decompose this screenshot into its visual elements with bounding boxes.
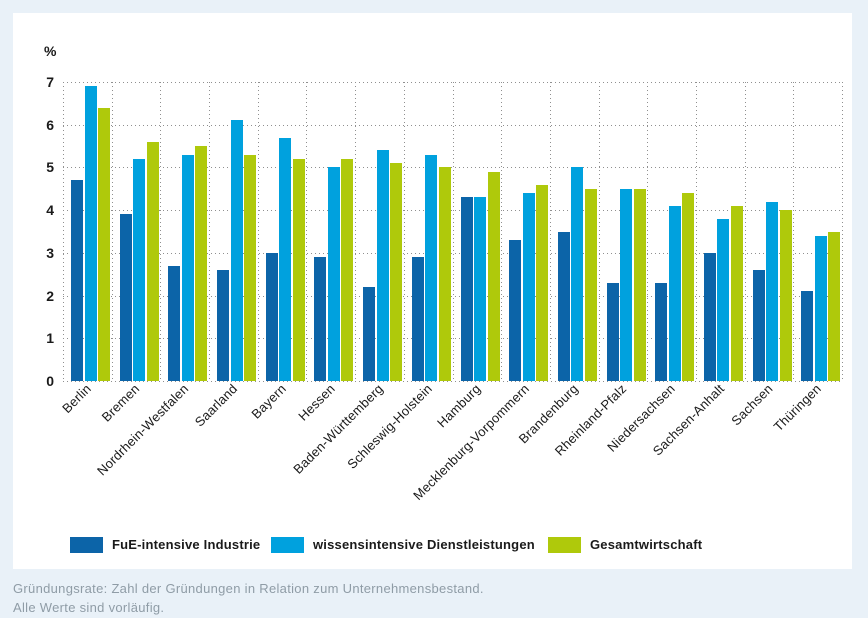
- gridline-vertical: [63, 82, 64, 381]
- bar: [766, 201, 779, 381]
- bar: [71, 180, 83, 381]
- gridline-vertical: [160, 82, 162, 381]
- bar: [230, 120, 243, 381]
- y-tick-label: 7: [46, 74, 54, 90]
- bar: [146, 141, 159, 381]
- y-tick-label: 4: [46, 202, 54, 219]
- bar: [363, 287, 376, 381]
- legend-swatch-dark-blue: [70, 536, 103, 553]
- bar: [217, 269, 230, 381]
- bar: [814, 235, 827, 381]
- legend-swatch-light-blue: [271, 536, 304, 553]
- bar: [801, 291, 814, 381]
- gridline-vertical: [598, 82, 600, 381]
- bar: [133, 158, 146, 381]
- y-tick-label: 5: [46, 159, 54, 176]
- bar: [557, 231, 570, 381]
- bar: [327, 167, 340, 381]
- bar: [571, 167, 584, 381]
- gridline-vertical: [842, 82, 843, 381]
- bar: [376, 150, 389, 381]
- bar: [828, 231, 841, 381]
- gridline-vertical: [355, 82, 357, 381]
- bar: [279, 137, 292, 381]
- plot-area: [63, 82, 843, 382]
- bar: [181, 154, 194, 381]
- bar: [703, 252, 716, 381]
- gridline-vertical: [111, 82, 113, 381]
- bar: [84, 86, 97, 381]
- bar: [195, 146, 208, 381]
- bar: [668, 205, 681, 381]
- gridline-horizontal: [63, 381, 842, 382]
- gridline-vertical: [549, 82, 551, 381]
- gridline-vertical: [209, 82, 211, 381]
- bar: [682, 193, 695, 381]
- gridline-vertical: [647, 82, 649, 381]
- footnote-line-2: Alle Werte sind vorläufig.: [13, 600, 165, 615]
- y-axis-labels: 0 1 2 3 4 5 6 7: [31, 74, 54, 389]
- gridline-vertical: [452, 82, 454, 381]
- bar: [584, 188, 597, 381]
- legend-item-wissensintensive-dienstleistungen: wissensintensive Dienstleistungen: [271, 536, 535, 553]
- bar: [633, 188, 646, 381]
- bar: [620, 188, 633, 381]
- chart-panel: % 0 1 2 3 4 5 6 7 FuE-intensive Industrie wisse…: [13, 13, 852, 569]
- gridline-vertical: [793, 82, 795, 381]
- y-tick-label: 0: [46, 373, 54, 389]
- gridline-vertical: [744, 82, 746, 381]
- bar: [244, 154, 257, 381]
- bar: [752, 269, 765, 381]
- bar: [411, 257, 424, 381]
- bar: [168, 265, 181, 381]
- bar: [341, 158, 354, 381]
- bar: [487, 171, 500, 381]
- y-tick-label: 2: [46, 287, 54, 304]
- bar: [438, 167, 451, 381]
- legend: FuE-intensive Industrie wissensintensive…: [13, 536, 868, 554]
- bar: [522, 193, 535, 381]
- bar: [730, 205, 743, 381]
- bar: [119, 214, 132, 381]
- chart-footnote: Gründungsrate: Zahl der Gründungen in Re…: [13, 579, 484, 617]
- bar: [425, 154, 438, 381]
- legend-item-gesamtwirtschaft: Gesamtwirtschaft: [548, 536, 702, 553]
- bar: [474, 197, 486, 381]
- bar: [509, 240, 522, 381]
- gridline-vertical: [501, 82, 503, 381]
- bar: [606, 282, 619, 381]
- footnote-line-1: Gründungsrate: Zahl der Gründungen in Re…: [13, 581, 484, 596]
- bar: [292, 158, 305, 381]
- y-tick-label: 6: [46, 116, 54, 133]
- gridline-vertical: [257, 82, 259, 381]
- bar: [460, 197, 473, 381]
- legend-label: FuE-intensive Industrie: [112, 537, 261, 552]
- gridline-vertical: [306, 82, 308, 381]
- legend-swatch-green: [548, 536, 581, 553]
- legend-label: wissensintensive Dienstleistungen: [313, 537, 535, 552]
- bar: [98, 107, 110, 381]
- bar: [265, 252, 278, 381]
- y-axis-unit-label: %: [44, 43, 57, 59]
- bar: [655, 282, 668, 381]
- gridline-vertical: [695, 82, 697, 381]
- y-tick-label: 3: [46, 244, 54, 261]
- bar: [314, 257, 327, 381]
- bar: [390, 163, 403, 381]
- bar: [717, 218, 730, 381]
- gridline-vertical: [403, 82, 405, 381]
- legend-item-fue-intensive-industrie: FuE-intensive Industrie: [70, 536, 260, 553]
- bar: [536, 184, 549, 381]
- y-tick-label: 1: [46, 330, 54, 347]
- legend-label: Gesamtwirtschaft: [590, 537, 703, 552]
- bar: [779, 210, 792, 381]
